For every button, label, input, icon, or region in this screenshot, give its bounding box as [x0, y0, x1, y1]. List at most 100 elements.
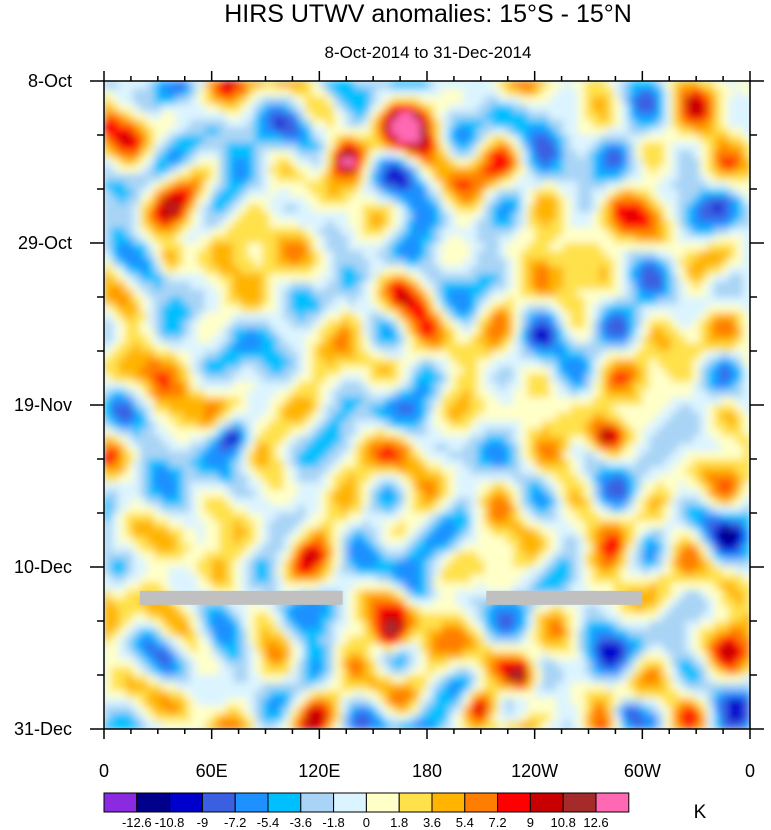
field-cell	[125, 258, 134, 267]
field-cell	[197, 297, 206, 306]
field-cell	[125, 412, 134, 422]
field-cell	[168, 312, 177, 321]
field-cell	[391, 243, 399, 252]
field-cell	[491, 343, 500, 352]
field-cell	[434, 551, 442, 560]
field-cell	[477, 613, 486, 622]
field-cell	[283, 513, 292, 522]
field-cell	[333, 142, 342, 152]
field-cell	[319, 574, 328, 584]
field-cell	[254, 675, 263, 684]
field-cell	[197, 358, 206, 368]
field-cell	[168, 297, 177, 306]
field-cell	[254, 667, 263, 676]
field-cell	[240, 420, 249, 429]
field-cell	[348, 204, 356, 213]
field-cell	[520, 243, 529, 252]
field-cell	[218, 381, 227, 391]
field-cell	[283, 258, 292, 267]
field-cell	[462, 451, 471, 460]
field-cell	[139, 312, 148, 321]
field-cell	[391, 212, 399, 221]
field-cell	[240, 297, 249, 306]
field-cell	[168, 204, 177, 213]
field-cell	[297, 250, 306, 260]
field-cell	[505, 289, 514, 298]
field-cell	[484, 505, 493, 514]
field-cell	[233, 489, 241, 499]
field-cell	[398, 675, 407, 684]
field-cell	[190, 243, 198, 252]
field-cell	[491, 497, 500, 506]
field-cell	[383, 644, 392, 653]
field-cell	[362, 250, 371, 260]
field-cell	[247, 119, 256, 128]
field-cell	[326, 165, 335, 175]
field-cell	[254, 435, 263, 445]
field-cell	[254, 312, 263, 321]
field-cell	[383, 212, 392, 221]
field-cell	[297, 412, 306, 422]
field-cell	[470, 443, 478, 452]
field-cell	[154, 621, 163, 630]
field-cell	[240, 682, 249, 692]
field-cell	[383, 567, 392, 576]
field-cell	[491, 304, 500, 314]
field-cell	[290, 559, 299, 568]
field-cell	[254, 474, 263, 483]
field-cell	[434, 374, 442, 383]
field-cell	[326, 173, 335, 182]
field-cell	[161, 88, 170, 98]
field-cell	[477, 435, 486, 445]
field-cell	[491, 659, 500, 668]
field-cell	[398, 119, 407, 128]
field-cell	[125, 682, 134, 692]
field-cell	[118, 165, 127, 175]
field-cell	[190, 651, 198, 661]
field-cell	[412, 381, 421, 391]
field-cell	[441, 258, 450, 267]
field-cell	[312, 543, 320, 553]
field-cell	[340, 96, 349, 105]
field-cell	[197, 428, 206, 437]
field-cell	[204, 621, 213, 630]
field-cell	[441, 81, 450, 90]
field-cell	[147, 420, 155, 429]
field-cell	[477, 621, 486, 630]
field-cell	[319, 150, 328, 159]
field-cell	[484, 173, 493, 182]
field-cell	[290, 142, 299, 152]
field-cell	[477, 597, 486, 607]
field-cell	[139, 358, 148, 368]
field-cell	[448, 158, 457, 167]
field-cell	[161, 81, 170, 90]
field-cell	[168, 528, 177, 537]
field-cell	[348, 335, 356, 344]
field-cell	[505, 297, 514, 306]
field-cell	[240, 574, 249, 584]
field-cell	[434, 651, 442, 661]
field-cell	[312, 644, 320, 653]
anomaly-field	[104, 81, 750, 729]
field-cell	[118, 435, 127, 445]
field-cell	[104, 644, 112, 653]
field-cell	[269, 142, 277, 152]
field-cell	[398, 644, 407, 653]
field-cell	[391, 582, 399, 591]
field-cell	[154, 466, 163, 476]
field-cell	[312, 420, 320, 429]
field-cell	[240, 127, 249, 136]
field-cell	[269, 227, 277, 236]
field-cell	[197, 243, 206, 252]
field-cell	[139, 528, 148, 537]
field-cell	[520, 428, 529, 437]
field-cell	[369, 297, 378, 306]
field-cell	[111, 88, 119, 98]
field-cell	[455, 343, 464, 352]
field-cell	[470, 489, 478, 499]
field-cell	[175, 227, 184, 236]
field-cell	[218, 435, 227, 445]
field-cell	[505, 435, 514, 445]
field-cell	[427, 644, 435, 653]
field-cell	[226, 520, 234, 530]
